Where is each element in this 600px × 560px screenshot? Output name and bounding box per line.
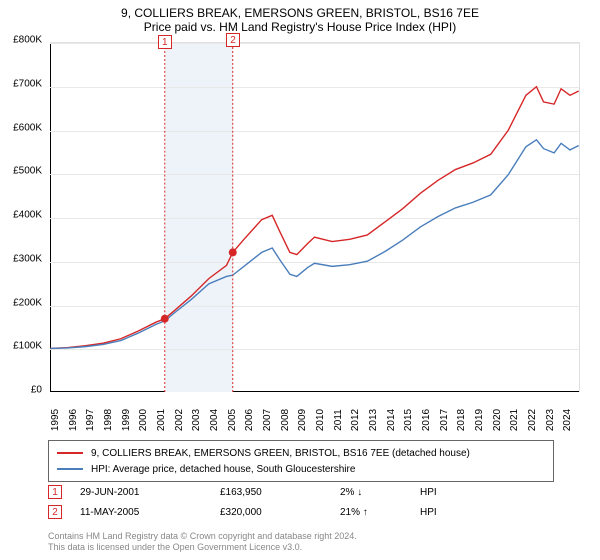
x-tick-label: 2013 xyxy=(368,409,379,431)
title-line-1: 9, COLLIERS BREAK, EMERSONS GREEN, BRIST… xyxy=(0,6,600,20)
transactions-table: 1 29-JUN-2001£163,9502% ↓HPI 2 11-MAY-2005£… xyxy=(48,482,554,522)
transaction-row: 1 29-JUN-2001£163,9502% ↓HPI xyxy=(48,482,554,502)
transaction-pct: 2% ↓ xyxy=(340,487,420,498)
plot-svg xyxy=(50,43,579,392)
series-hpi xyxy=(50,140,578,349)
marker-dot-1 xyxy=(161,315,169,323)
marker-dot-2 xyxy=(229,248,237,256)
legend: 9, COLLIERS BREAK, EMERSONS GREEN, BRIST… xyxy=(48,440,554,482)
x-tick-label: 2008 xyxy=(280,409,291,431)
x-tick-label: 1999 xyxy=(121,409,132,431)
x-tick-label: 2001 xyxy=(156,409,167,431)
footer-line-1: Contains HM Land Registry data © Crown c… xyxy=(48,531,554,543)
transaction-marker-box: 1 xyxy=(48,485,62,499)
marker-label-2: 2 xyxy=(226,33,240,47)
transaction-row: 2 11-MAY-2005£320,00021% ↑HPI xyxy=(48,502,554,522)
x-tick-label: 2003 xyxy=(191,409,202,431)
x-tick-label: 2006 xyxy=(244,409,255,431)
x-tick-label: 2004 xyxy=(209,409,220,431)
y-axis-labels: £0£100K£200K£300K£400K£500K£600K£700K£80… xyxy=(0,40,46,390)
y-tick-label: £800K xyxy=(13,35,42,46)
legend-label: 9, COLLIERS BREAK, EMERSONS GREEN, BRIST… xyxy=(91,448,470,459)
transaction-price: £320,000 xyxy=(220,507,340,518)
x-tick-label: 2022 xyxy=(527,409,538,431)
y-tick-label: £200K xyxy=(13,297,42,308)
x-tick-label: 2023 xyxy=(545,409,556,431)
y-tick-label: £400K xyxy=(13,210,42,221)
series-property xyxy=(50,87,578,349)
marker-label-1: 1 xyxy=(158,35,172,49)
legend-label: HPI: Average price, detached house, Sout… xyxy=(91,464,355,475)
x-tick-label: 2014 xyxy=(386,409,397,431)
y-tick-label: £0 xyxy=(31,385,42,396)
legend-item: 9, COLLIERS BREAK, EMERSONS GREEN, BRIST… xyxy=(57,445,545,461)
x-tick-label: 2005 xyxy=(227,409,238,431)
legend-item: HPI: Average price, detached house, Sout… xyxy=(57,461,545,477)
x-tick-label: 2012 xyxy=(350,409,361,431)
x-tick-label: 2021 xyxy=(509,409,520,431)
x-tick-label: 2002 xyxy=(174,409,185,431)
y-tick-label: £600K xyxy=(13,122,42,133)
legend-swatch xyxy=(57,452,83,454)
y-tick-label: £500K xyxy=(13,166,42,177)
x-tick-label: 2016 xyxy=(421,409,432,431)
x-tick-label: 1997 xyxy=(85,409,96,431)
x-tick-label: 2000 xyxy=(138,409,149,431)
x-tick-label: 2024 xyxy=(562,409,573,431)
footer-line-2: This data is licensed under the Open Gov… xyxy=(48,542,554,554)
title-line-2: Price paid vs. HM Land Registry's House … xyxy=(0,20,600,34)
x-tick-label: 1998 xyxy=(103,409,114,431)
x-tick-label: 2015 xyxy=(403,409,414,431)
chart-title: 9, COLLIERS BREAK, EMERSONS GREEN, BRIST… xyxy=(0,0,600,36)
x-tick-label: 2010 xyxy=(315,409,326,431)
x-axis-labels: 1995 1996 1997 1998 1999 2000 2001 2002 2003 2004… xyxy=(50,394,580,434)
x-tick-label: 2019 xyxy=(474,409,485,431)
x-tick-label: 2017 xyxy=(439,409,450,431)
transaction-pct: 21% ↑ xyxy=(340,507,420,518)
x-tick-label: 2020 xyxy=(492,409,503,431)
x-tick-label: 1996 xyxy=(68,409,79,431)
legend-swatch xyxy=(57,468,83,470)
x-tick-label: 2009 xyxy=(297,409,308,431)
footer: Contains HM Land Registry data © Crown c… xyxy=(48,531,554,554)
transaction-vs: HPI xyxy=(420,487,460,498)
line-chart: 12 xyxy=(50,42,580,392)
x-tick-label: 2011 xyxy=(333,409,344,431)
x-tick-label: 1995 xyxy=(50,409,61,431)
transaction-date: 29-JUN-2001 xyxy=(80,487,220,498)
transaction-vs: HPI xyxy=(420,507,460,518)
transaction-marker-box: 2 xyxy=(48,505,62,519)
x-tick-label: 2018 xyxy=(456,409,467,431)
y-tick-label: £300K xyxy=(13,253,42,264)
transaction-date: 11-MAY-2005 xyxy=(80,507,220,518)
x-tick-label: 2007 xyxy=(262,409,273,431)
y-tick-label: £100K xyxy=(13,341,42,352)
transaction-price: £163,950 xyxy=(220,487,340,498)
y-tick-label: £700K xyxy=(13,78,42,89)
